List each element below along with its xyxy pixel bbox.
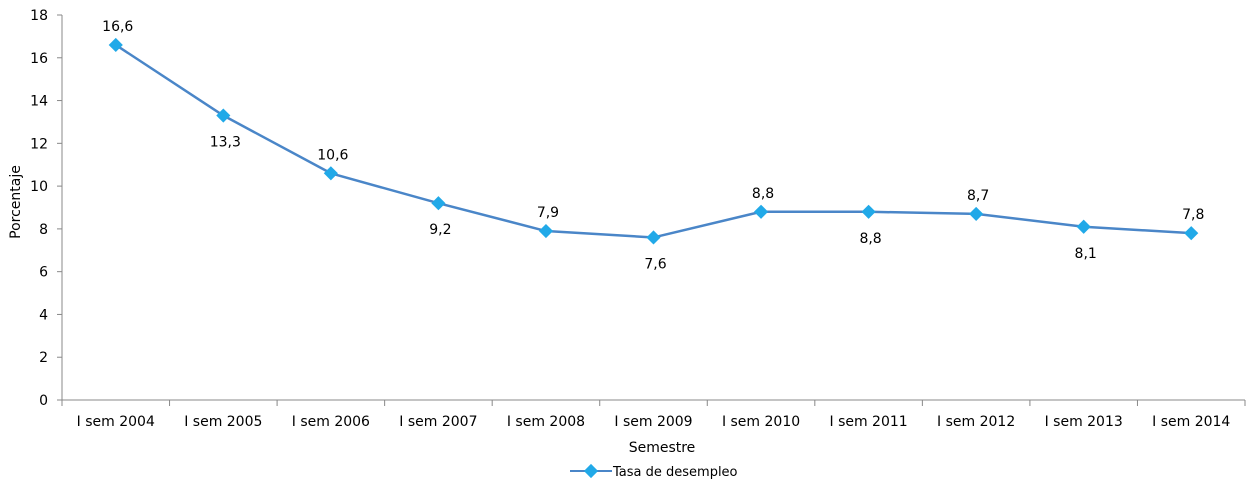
y-axis-ticks: 0 2 4 6 8 10 12 14 16 18	[30, 8, 62, 409]
data-label: 8,8	[859, 231, 881, 247]
y-tick-label: 14	[30, 94, 48, 110]
series-group	[108, 37, 1199, 245]
x-tick-label: I sem 2009	[614, 414, 692, 430]
x-tick-label: I sem 2006	[292, 414, 370, 430]
y-tick-label: 4	[39, 307, 48, 323]
data-label: 9,2	[429, 222, 451, 238]
x-tick-label: I sem 2007	[399, 414, 477, 430]
x-axis-ticks: I sem 2004 I sem 2005 I sem 2006 I sem 2007…	[61, 400, 1246, 430]
data-point-marker	[216, 108, 231, 123]
data-point-marker	[1184, 226, 1199, 241]
data-point-marker	[1076, 219, 1091, 234]
data-label: 16,6	[102, 19, 133, 35]
data-point-marker	[538, 223, 554, 239]
y-tick-label: 18	[30, 8, 48, 24]
axes	[61, 15, 1245, 401]
x-tick-label: I sem 2013	[1045, 414, 1123, 430]
y-tick-label: 10	[30, 179, 48, 195]
data-label: 7,9	[537, 205, 559, 221]
data-label: 8,7	[967, 188, 989, 204]
y-tick-label: 12	[30, 136, 48, 152]
data-point-marker	[431, 196, 446, 211]
data-label: 7,8	[1182, 207, 1204, 223]
y-axis-title: Porcentaje	[8, 165, 24, 239]
legend-diamond-icon	[583, 463, 599, 479]
x-tick-label: I sem 2005	[184, 414, 262, 430]
legend-label: Tasa de desempleo	[612, 465, 738, 480]
x-tick-label: I sem 2011	[829, 414, 907, 430]
data-point-marker	[323, 166, 338, 181]
data-point-marker	[646, 230, 661, 245]
data-label: 8,8	[752, 186, 774, 202]
data-label: 7,6	[644, 256, 666, 272]
x-tick-label: I sem 2010	[722, 414, 800, 430]
x-tick-label: I sem 2004	[77, 414, 155, 430]
series-line	[115, 43, 1192, 239]
y-tick-label: 6	[39, 265, 48, 281]
legend: Tasa de desempleo	[570, 463, 738, 480]
x-tick-label: I sem 2008	[507, 414, 585, 430]
y-tick-label: 0	[39, 393, 48, 409]
data-point-marker	[861, 204, 876, 219]
data-label: 8,1	[1075, 246, 1097, 262]
data-label: 10,6	[317, 147, 348, 163]
data-point-marker	[753, 204, 769, 219]
x-tick-label: I sem 2014	[1152, 414, 1230, 430]
data-point-marker	[969, 206, 984, 221]
x-tick-label: I sem 2012	[937, 414, 1015, 430]
y-tick-label: 16	[30, 51, 48, 67]
y-tick-label: 8	[39, 222, 48, 238]
y-tick-label: 2	[39, 350, 48, 366]
x-axis-title: Semestre	[629, 440, 696, 456]
data-label: 13,3	[210, 135, 241, 151]
data-point-marker	[108, 37, 123, 53]
data-labels: 16,6 13,3 10,6 9,2 7,9 7,6 8,8 8,8 8,7 8,1 7,8	[102, 19, 1204, 273]
